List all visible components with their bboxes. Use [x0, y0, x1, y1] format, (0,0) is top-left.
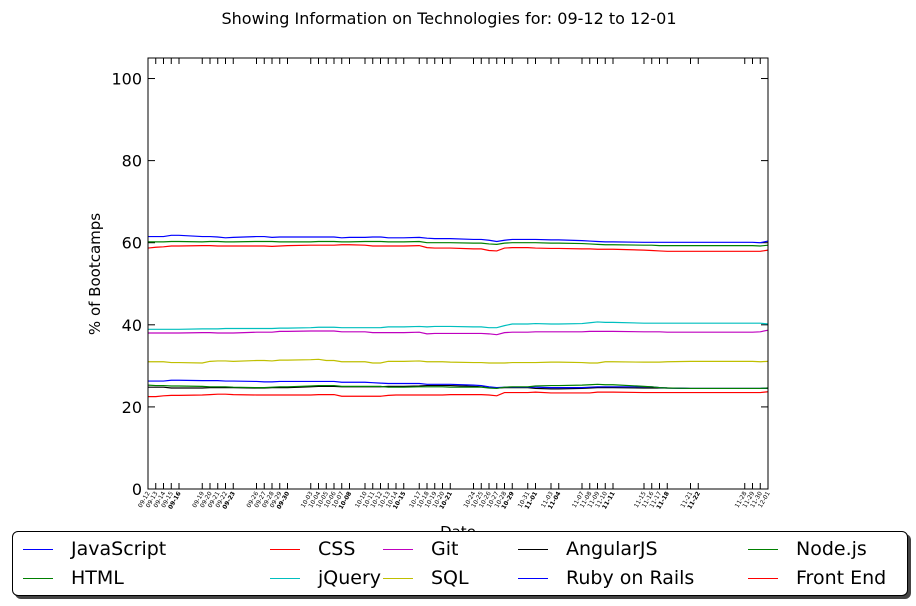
- series-line-git: [148, 329, 769, 336]
- legend-swatch: [748, 548, 778, 550]
- y-tick-label: 100: [111, 70, 142, 89]
- series-lines: [147, 234, 769, 398]
- y-tick-label: 20: [122, 398, 142, 417]
- series-line-ruby-on-rails: [148, 379, 769, 390]
- y-tick-label: 0: [132, 480, 142, 499]
- series-line-jquery: [148, 321, 769, 330]
- series-line-sql: [148, 358, 769, 364]
- legend-label: HTML: [71, 567, 124, 589]
- legend-swatch: [270, 577, 300, 579]
- y-ticks: 0 20 40 60 80 100: [111, 70, 768, 499]
- y-tick-label: 80: [122, 152, 142, 171]
- series-line-css: [147, 244, 769, 252]
- series-line-front-end: [148, 391, 769, 398]
- legend-label: Git: [431, 538, 459, 560]
- legend-item: HTML: [23, 567, 124, 589]
- legend-swatch: [518, 548, 548, 550]
- legend-swatch: [383, 577, 413, 579]
- legend-swatch: [383, 548, 413, 550]
- legend-label: Front End: [796, 567, 887, 589]
- legend-label: AngularJS: [566, 538, 658, 560]
- series-line-node-js: [147, 383, 769, 390]
- legend-swatch: [23, 548, 53, 550]
- legend-swatch: [270, 548, 300, 550]
- series-line-javascript: [148, 234, 769, 244]
- y-tick-label: 40: [122, 316, 142, 335]
- legend-label: jQuery: [318, 567, 382, 589]
- legend-item: JavaScript: [23, 538, 166, 560]
- legend-item: Git: [383, 538, 458, 560]
- legend-label: Ruby on Rails: [566, 567, 695, 589]
- y-tick-label: 60: [122, 234, 142, 253]
- legend-item: AngularJS: [518, 538, 658, 560]
- legend-label: JavaScript: [71, 538, 167, 560]
- legend-swatch: [748, 577, 778, 579]
- chart-title: Showing Information on Technologies for:…: [222, 9, 677, 28]
- legend-label: SQL: [431, 567, 469, 589]
- legend-item: jQuery: [270, 567, 381, 589]
- legend-item: Node.js: [748, 538, 867, 560]
- legend-swatch: [23, 577, 53, 579]
- legend-label: CSS: [318, 538, 356, 560]
- legend-item: Ruby on Rails: [518, 567, 694, 589]
- y-axis-label: % of Bootcamps: [86, 213, 104, 335]
- legend: JavaScript HTML CSS jQuery Git SQL AngularJS Ru…: [12, 531, 908, 596]
- legend-item: SQL: [383, 567, 469, 589]
- plot-area-frame: [147, 57, 769, 490]
- legend-item: CSS: [270, 538, 355, 560]
- legend-label: Node.js: [796, 538, 867, 560]
- legend-item: Front End: [748, 567, 886, 589]
- legend-swatch: [518, 577, 548, 579]
- series-line-html: [148, 240, 769, 247]
